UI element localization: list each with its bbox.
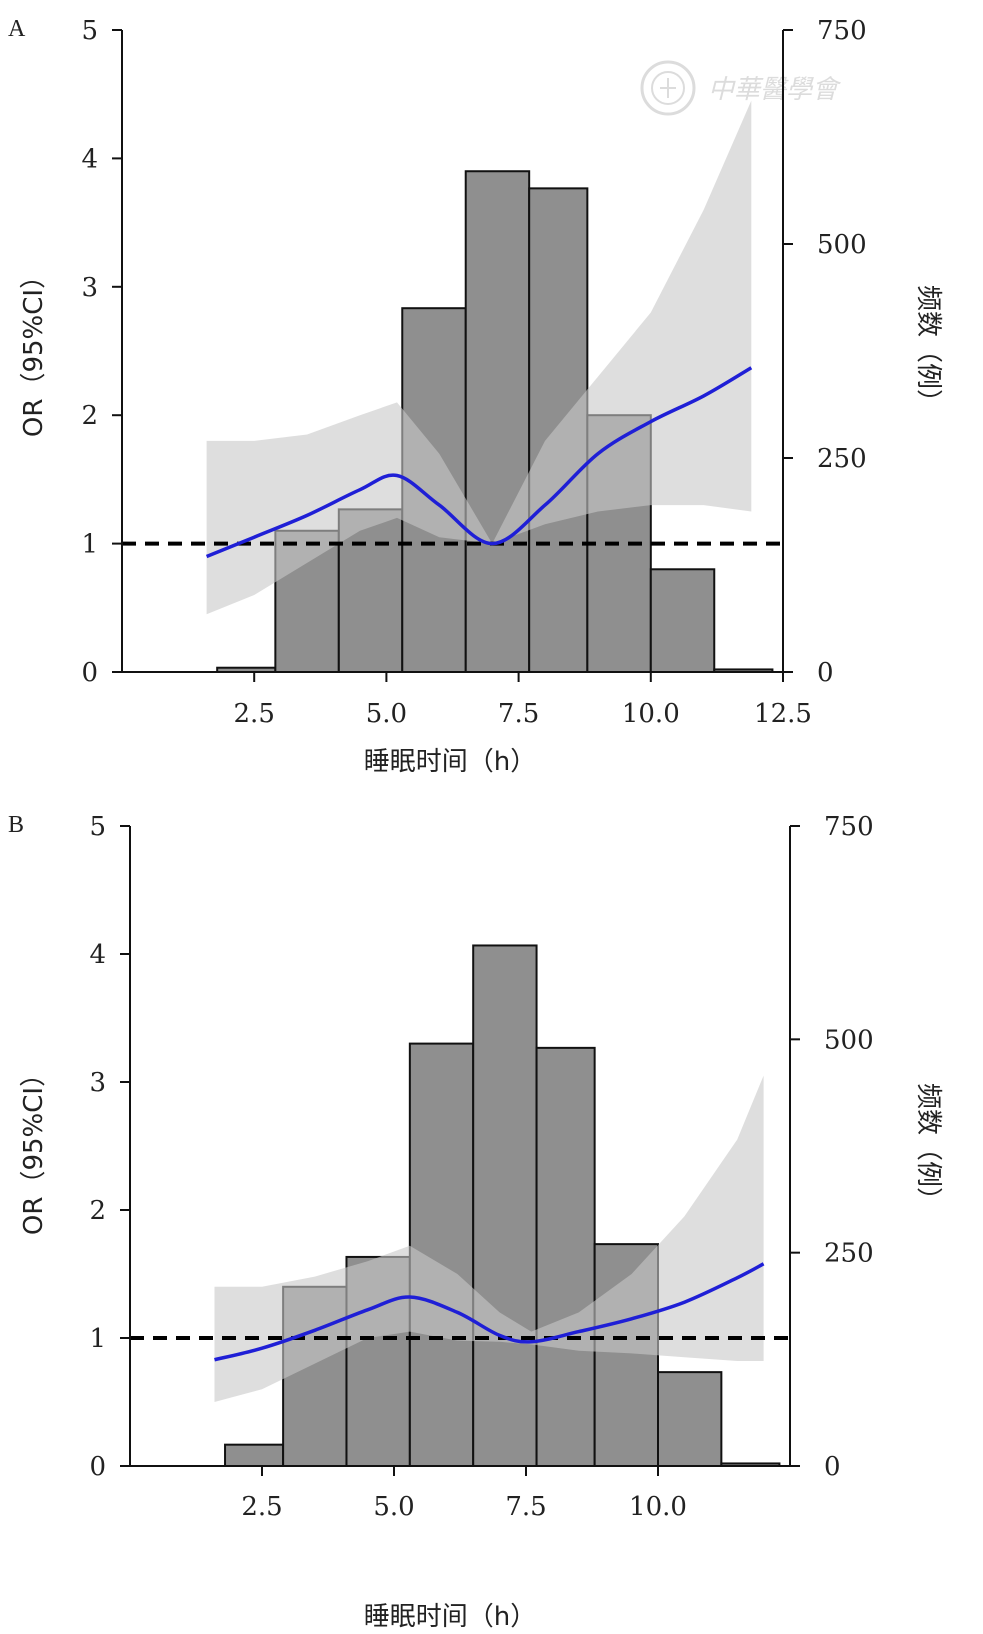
y2-tick-label: 0 <box>824 1452 841 1482</box>
y-tick-label: 1 <box>89 1324 106 1354</box>
panel-a-x-tick-labels: 2.5 5.0 7.5 10.0 12.5 <box>234 699 812 729</box>
panel-b-axes <box>120 825 800 1476</box>
confidence-interval-band <box>206 100 752 615</box>
y-tick-label: 1 <box>81 530 98 560</box>
y2-tick-label: 250 <box>817 444 867 474</box>
x-tick-label: 7.5 <box>505 1492 546 1522</box>
x-tick-label: 12.5 <box>754 699 812 729</box>
odds-ratio-curve <box>205 366 753 559</box>
y-tick-label: 5 <box>81 16 98 46</box>
y-tick-label: 2 <box>81 401 98 431</box>
histogram-bar <box>464 170 531 674</box>
medical-association-seal-icon <box>640 60 696 116</box>
histogram-bar <box>649 568 716 674</box>
y2-tick-label: 0 <box>817 658 834 688</box>
odds-ratio-curve <box>214 1262 765 1362</box>
x-tick-label: 5.0 <box>373 1492 414 1522</box>
x-tick-label: 2.5 <box>241 1492 282 1522</box>
panel-a-y2-axis-title: 频数（例） <box>913 285 943 415</box>
histogram-bar <box>224 1443 285 1467</box>
x-tick-label: 5.0 <box>366 699 407 729</box>
y-tick-label: 0 <box>81 658 98 688</box>
panel-b-y2-tick-labels: 0 250 500 750 <box>824 812 874 1482</box>
watermark: 中華醫學會 <box>640 60 842 116</box>
y-tick-label: 5 <box>89 812 106 842</box>
histogram-bar <box>472 944 538 1467</box>
x-tick-label: 10.0 <box>622 699 680 729</box>
histogram-bar <box>657 1371 723 1467</box>
y2-tick-label: 250 <box>824 1239 874 1269</box>
y2-tick-label: 750 <box>817 16 867 46</box>
y2-tick-label: 500 <box>817 230 867 260</box>
y-tick-label: 3 <box>81 273 98 303</box>
y2-tick-label: 500 <box>824 1025 874 1055</box>
y2-tick-label: 750 <box>824 812 874 842</box>
panel-b-histogram <box>224 944 781 1468</box>
panel-b-y2-axis-title: 频数（例） <box>913 1083 943 1213</box>
y-tick-label: 2 <box>89 1196 106 1226</box>
x-tick-label: 10.0 <box>629 1492 687 1522</box>
panel-b-x-tick-labels: 2.5 5.0 7.5 10.0 <box>241 1492 687 1522</box>
panel-a-or-curve <box>205 366 753 559</box>
panel-a-ci-band <box>206 100 752 615</box>
panel-b-x-axis-title: 睡眠时间（h） <box>364 1602 536 1632</box>
y-tick-label: 0 <box>89 1452 106 1482</box>
panel-b-y-tick-labels: 0 1 2 3 4 5 <box>89 812 106 1482</box>
panel-a-y-axis-title: OR（95%CI） <box>19 263 49 437</box>
watermark-text: 中華醫學會 <box>708 75 842 105</box>
y-tick-label: 4 <box>89 940 106 970</box>
panel-b-label: B <box>8 812 24 838</box>
panel-b-y-axis-title: OR（95%CI） <box>19 1061 49 1235</box>
panel-a: A 2.5 5.0 7.5 10.0 12.5 0 1 2 3 4 5 0 250 500 750 睡眠… <box>8 16 943 777</box>
histogram-bar <box>535 1046 596 1468</box>
panel-b: B 2.5 5.0 7.5 10.0 0 1 2 3 4 5 0 250 500 750 睡眠时间（h… <box>8 812 943 1632</box>
panel-a-y2-tick-labels: 0 250 500 750 <box>817 16 867 688</box>
panel-a-x-axis-title: 睡眠时间（h） <box>364 747 536 777</box>
panel-b-or-curve <box>214 1262 765 1362</box>
y-tick-label: 4 <box>81 144 98 174</box>
panel-a-label: A <box>8 16 26 42</box>
panel-a-y-tick-labels: 0 1 2 3 4 5 <box>81 16 98 688</box>
panel-a-axes <box>112 29 793 682</box>
x-tick-label: 2.5 <box>234 699 275 729</box>
y-tick-label: 3 <box>89 1068 106 1098</box>
x-tick-label: 7.5 <box>498 699 539 729</box>
